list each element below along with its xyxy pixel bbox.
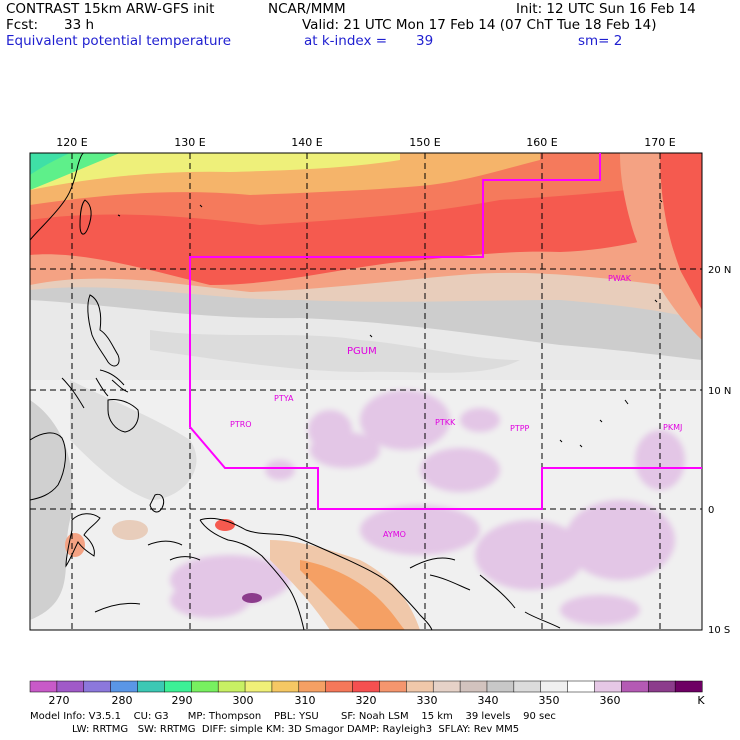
lon-label-120: 120 E (56, 136, 87, 149)
lon-label-130: 130 E (174, 136, 205, 149)
lon-label-140: 140 E (291, 136, 322, 149)
org-label: NCAR/MMM (268, 1, 346, 17)
field-name: Equivalent potential temperature (6, 33, 232, 49)
colorbar-tick-360: 360 (600, 694, 621, 707)
station-ptro: PTRO (230, 420, 252, 429)
colorbar-tick-290: 290 (172, 694, 193, 707)
station-aymo: AYMO (383, 530, 406, 539)
colorbar-swatch (379, 680, 407, 693)
station-ptpp: PTPP (510, 424, 530, 433)
level-value: 39 (416, 33, 434, 49)
lon-label-170: 170 E (644, 136, 675, 149)
lat-label-20n: 20 N (708, 265, 731, 276)
colorbar-swatch (432, 680, 461, 693)
colorbar-tick-280: 280 (112, 694, 133, 707)
zone-boundary-line (189, 153, 702, 510)
colorbar-swatch (406, 680, 434, 693)
colorbar-tick-350: 350 (539, 694, 560, 707)
colorbar-swatch (271, 680, 300, 693)
colorbar-swatch (244, 680, 273, 693)
colorbar-swatch (594, 680, 622, 693)
colorbar-swatch (352, 680, 380, 693)
lat-label-10n: 10 N (708, 386, 731, 397)
init-time: Init: 12 UTC Sun 16 Feb 14 (516, 1, 696, 17)
colorbar-swatch (110, 680, 139, 693)
colorbar-swatch (56, 680, 85, 693)
station-pkmj: PKMJ (663, 423, 682, 432)
colorbar-tick-310: 310 (295, 694, 316, 707)
colorbar-swatch (298, 680, 327, 693)
colorbar-swatch (217, 680, 246, 693)
colorbar-swatch (164, 680, 192, 693)
lat-label-10s: 10 S (708, 625, 730, 636)
station-labels: PWAK PGUM PTYA PTRO PTKK PTPP PKMJ AYMO (230, 274, 682, 539)
colorbar-tick-340: 340 (478, 694, 499, 707)
colorbar-swatch (137, 680, 165, 693)
lat-label-equator: 0 (708, 505, 714, 516)
level-label: at k-index = (304, 33, 388, 49)
colorbar-swatch (29, 680, 58, 693)
colorbar (29, 680, 703, 693)
station-ptkk: PTKK (435, 418, 456, 427)
colorbar-swatch (513, 680, 542, 693)
colorbar-unit: K (697, 694, 705, 707)
colorbar-tick-330: 330 (417, 694, 438, 707)
colorbar-swatch (674, 680, 703, 693)
lon-labels: 120 E 130 E 140 E 150 E 160 E 170 E (56, 136, 675, 149)
lat-labels: 20 N 10 N 0 10 S (708, 265, 731, 636)
colorbar-swatch (325, 680, 354, 693)
smoothing-label: sm= 2 (578, 33, 623, 49)
lon-label-150: 150 E (409, 136, 440, 149)
colorbar-swatch (191, 680, 219, 693)
valid-time: Valid: 21 UTC Mon 17 Feb 14 (07 ChT Tue … (302, 17, 657, 33)
model-title: CONTRAST 15km ARW-GFS init (6, 1, 215, 17)
colorbar-tick-320: 320 (356, 694, 377, 707)
colorbar-swatch (647, 680, 676, 693)
colorbar-swatch (540, 680, 569, 693)
colorbar-tick-300: 300 (233, 694, 254, 707)
model-info-line2: LW: RRTMG SW: RRTMG DIFF: simple KM: 3D … (72, 724, 520, 735)
colorbar-labels: 270 280 290 300 310 320 330 340 350 360 … (49, 694, 706, 707)
station-pwak: PWAK (608, 274, 632, 283)
fcst-value: 33 h (64, 17, 95, 33)
colorbar-swatch (83, 680, 112, 693)
map-frame (29, 152, 703, 631)
colorbar-swatch (459, 680, 488, 693)
colorbar-swatch (486, 680, 515, 693)
lon-label-160: 160 E (526, 136, 557, 149)
colorbar-swatch (621, 680, 649, 693)
colorbar-swatch (567, 680, 596, 693)
field-shading (30, 153, 702, 630)
station-ptya: PTYA (274, 394, 294, 403)
station-pgum: PGUM (347, 346, 377, 357)
fcst-label: Fcst: (6, 17, 39, 33)
model-info-line1: Model Info: V3.5.1 CU: G3 MP: Thompson P… (30, 711, 556, 722)
colorbar-tick-270: 270 (49, 694, 70, 707)
